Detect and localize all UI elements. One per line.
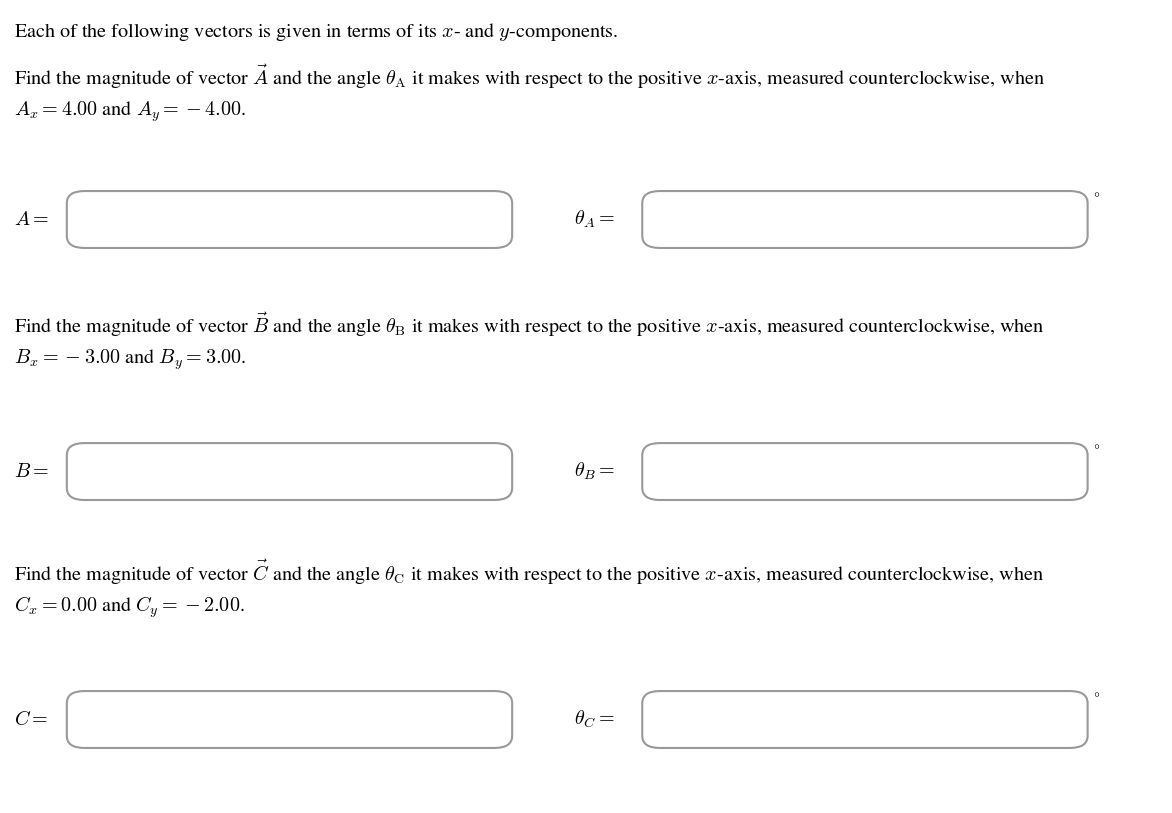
Text: Find the magnitude of vector $\vec{C}$ and the angle $\theta_\mathrm{C}$ it make: Find the magnitude of vector $\vec{C}$ a… <box>14 558 1044 587</box>
Text: $B =$: $B =$ <box>14 463 49 480</box>
Text: $A =$: $A =$ <box>14 211 49 228</box>
Text: $\theta_A =$: $\theta_A =$ <box>574 209 615 230</box>
Text: Find the magnitude of vector $\vec{A}$ and the angle $\theta_\mathrm{A}$ it make: Find the magnitude of vector $\vec{A}$ a… <box>14 63 1045 91</box>
Text: °: ° <box>1093 445 1099 458</box>
Text: $A_x = 4.00$ and $A_y = -4.00$.: $A_x = 4.00$ and $A_y = -4.00$. <box>14 99 246 124</box>
Text: $\theta_C =$: $\theta_C =$ <box>574 709 615 730</box>
Text: $B_x = -3.00$ and $B_y = 3.00$.: $B_x = -3.00$ and $B_y = 3.00$. <box>14 347 246 372</box>
FancyBboxPatch shape <box>67 691 512 748</box>
Text: Each of the following vectors is given in terms of its $x$- and $y$-components.: Each of the following vectors is given i… <box>14 20 619 42</box>
FancyBboxPatch shape <box>67 191 512 248</box>
Text: $C =$: $C =$ <box>14 710 48 729</box>
FancyBboxPatch shape <box>67 443 512 500</box>
Text: °: ° <box>1093 693 1099 706</box>
FancyBboxPatch shape <box>642 191 1088 248</box>
Text: °: ° <box>1093 193 1099 206</box>
Text: $\theta_B =$: $\theta_B =$ <box>574 461 615 482</box>
Text: $C_x = 0.00$ and $C_y = -2.00$.: $C_x = 0.00$ and $C_y = -2.00$. <box>14 594 245 620</box>
Text: Find the magnitude of vector $\vec{B}$ and the angle $\theta_\mathrm{B}$ it make: Find the magnitude of vector $\vec{B}$ a… <box>14 311 1044 339</box>
FancyBboxPatch shape <box>642 443 1088 500</box>
FancyBboxPatch shape <box>642 691 1088 748</box>
